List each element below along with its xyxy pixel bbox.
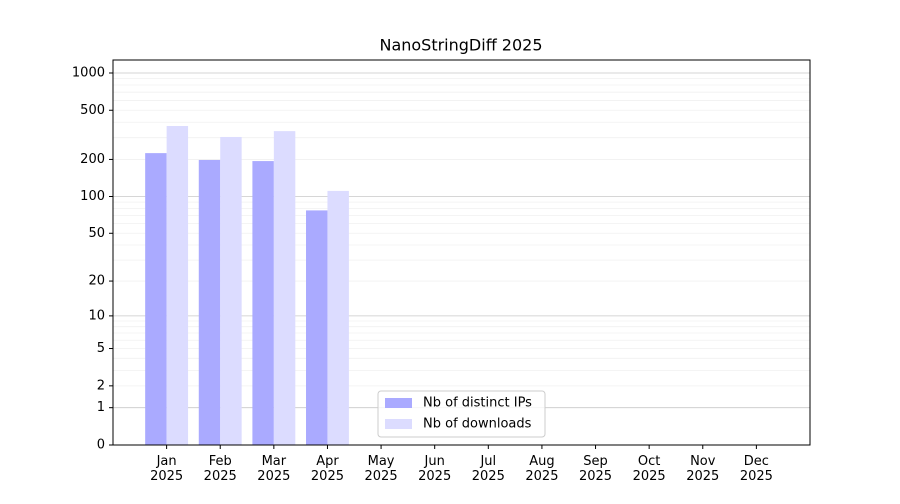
x-tick-label: Jan 2025	[150, 454, 183, 484]
legend-swatch	[385, 398, 412, 408]
y-tick-label: 100	[80, 189, 105, 204]
x-tick-label: Apr 2025	[311, 454, 344, 484]
bar	[306, 210, 328, 445]
y-tick-label: 2	[97, 378, 105, 393]
bar	[273, 131, 296, 445]
y-tick-label: 0	[97, 438, 105, 453]
legend-box	[377, 390, 546, 438]
x-tick-label: Oct 2025	[633, 454, 666, 484]
y-tick-label: 1	[97, 400, 105, 415]
legend-swatch	[385, 419, 412, 429]
bar	[145, 153, 167, 445]
x-tick-label: Aug 2025	[525, 454, 558, 484]
chart-title: NanoStringDiff 2025	[379, 36, 542, 55]
x-tick-label: Jul 2025	[472, 454, 505, 484]
x-tick-label: Nov 2025	[686, 454, 719, 484]
y-tick-label: 200	[80, 152, 105, 167]
y-tick-label: 20	[88, 274, 105, 289]
x-tick-label: May 2025	[365, 454, 398, 484]
bar	[327, 190, 349, 445]
x-tick-label: Jun 2025	[418, 454, 451, 484]
y-tick-label: 5	[97, 341, 105, 356]
bar	[198, 159, 221, 445]
plot-frame	[112, 59, 811, 446]
x-tick-label: Mar 2025	[257, 454, 290, 484]
bar	[220, 136, 242, 446]
x-tick-label: Sep 2025	[579, 454, 612, 484]
legend-label: Nb of downloads	[423, 417, 532, 432]
y-tick-label: 50	[88, 226, 105, 241]
y-tick-label: 10	[88, 308, 105, 323]
bar	[166, 125, 189, 446]
x-tick-label: Dec 2025	[740, 454, 773, 484]
x-tick-label: Feb 2025	[204, 454, 237, 484]
y-tick-label: 500	[80, 103, 105, 118]
legend-label: Nb of distinct IPs	[423, 396, 532, 411]
y-tick-label: 1000	[72, 65, 105, 80]
bar	[252, 161, 274, 445]
